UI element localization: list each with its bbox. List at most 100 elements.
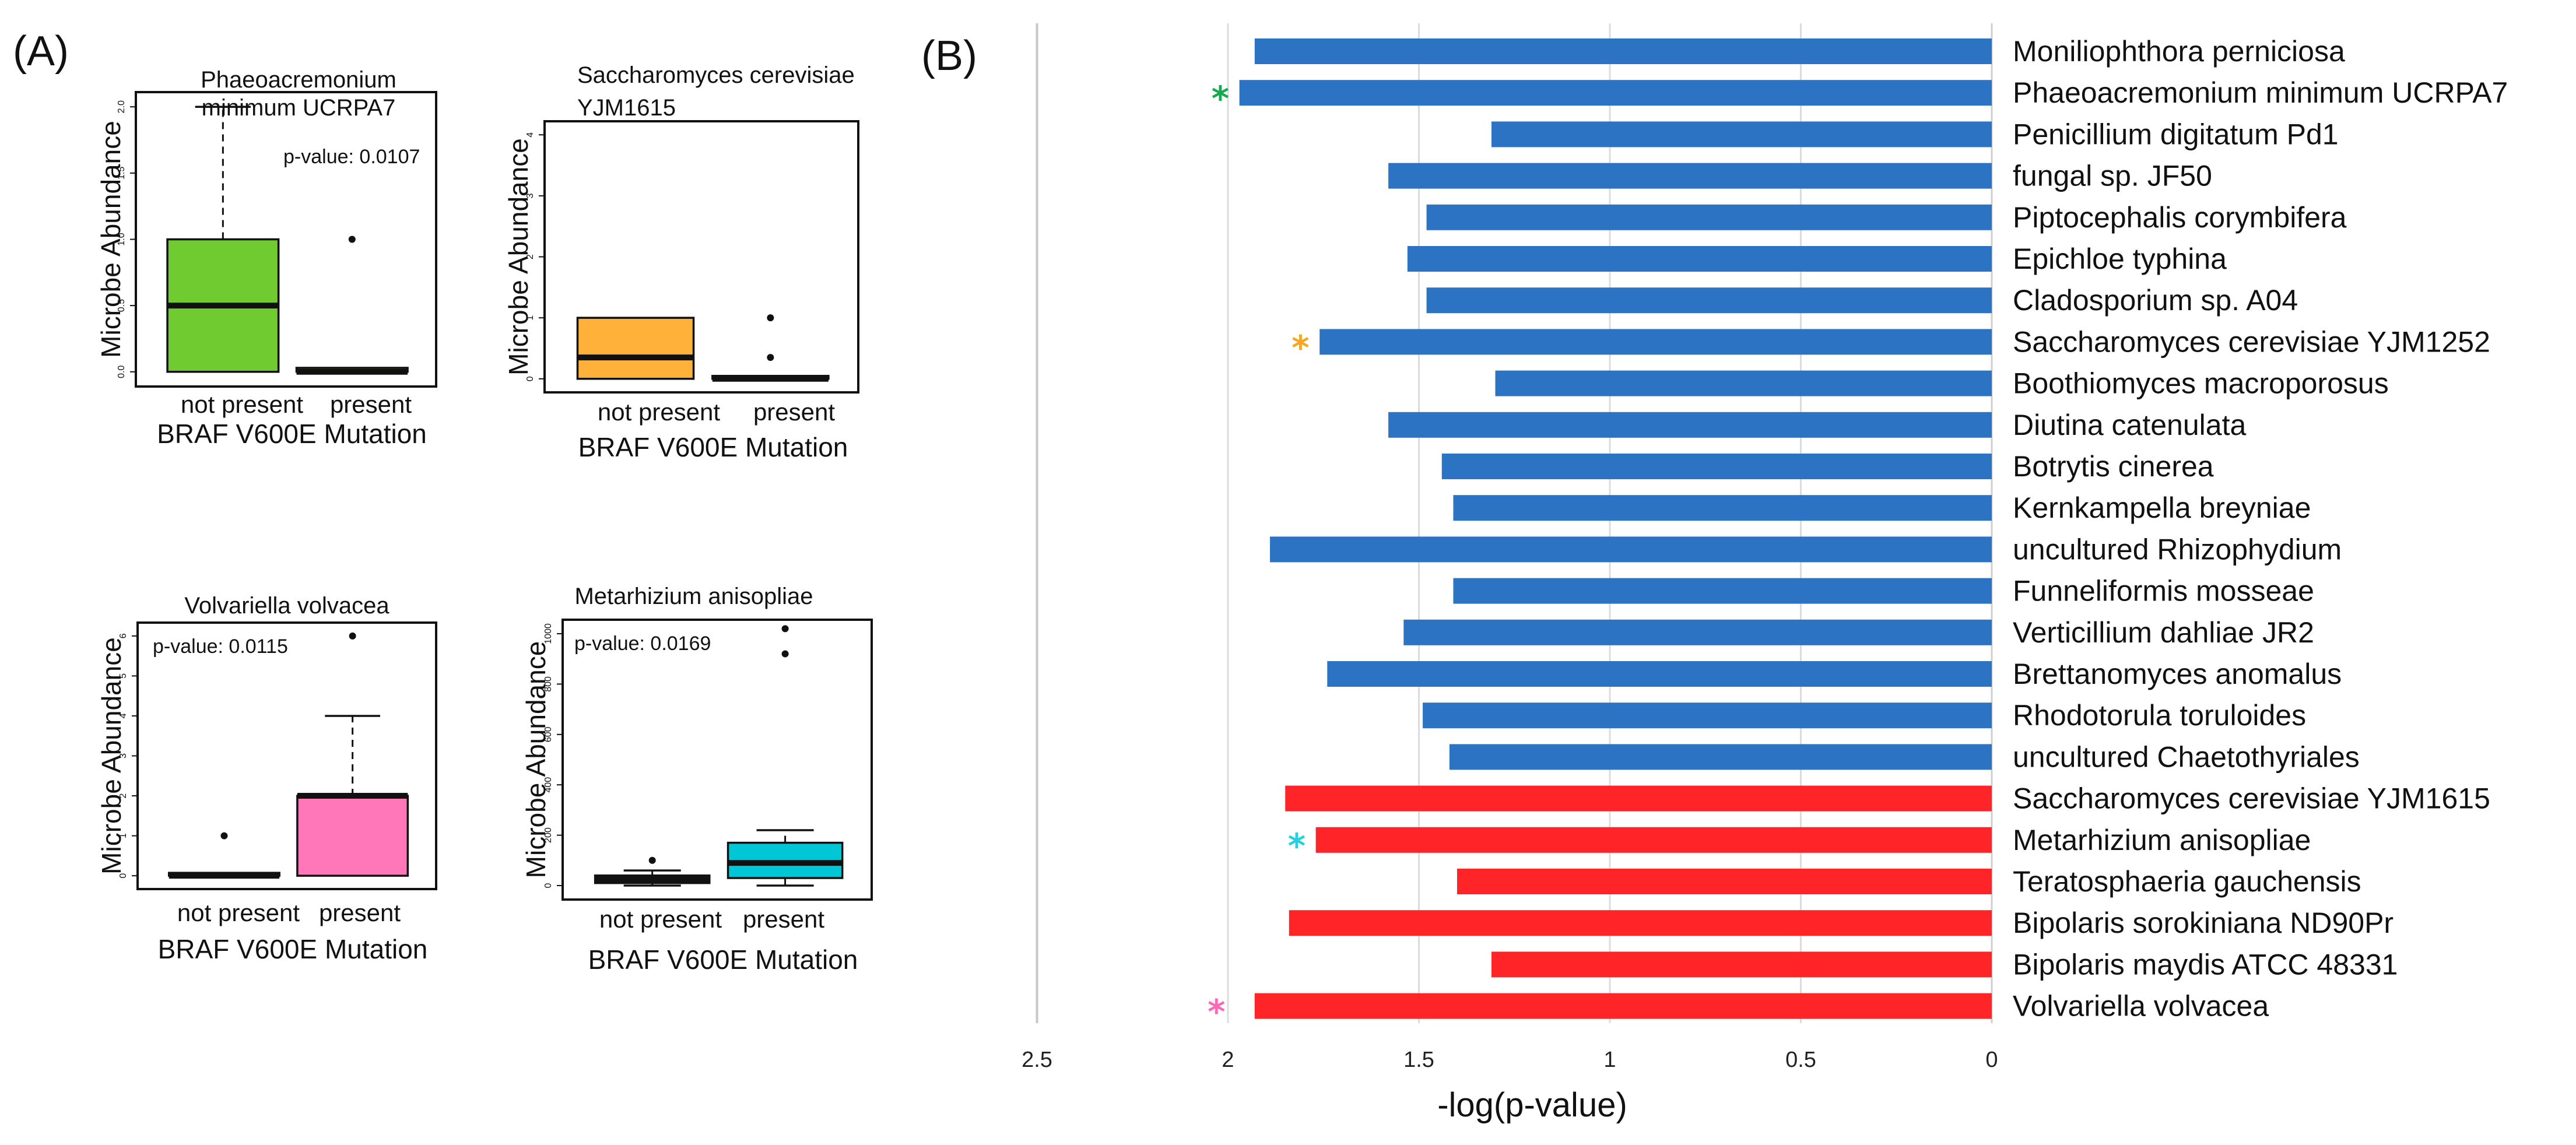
- x-tick-label: 2.5: [1022, 1048, 1052, 1072]
- bar-category-label: Rhodotorula toruloides: [2013, 699, 2306, 732]
- y-tick-label: 2: [118, 793, 128, 799]
- p-value-label: p-value: 0.0115: [153, 635, 288, 658]
- bar-category-label: Epichloe typhina: [2013, 243, 2227, 275]
- bar: [1254, 38, 1992, 64]
- outlier-point: [349, 632, 356, 640]
- bar-category-label: uncultured Rhizophydium: [2013, 533, 2342, 566]
- bar: [1449, 744, 1992, 770]
- bar: [1403, 619, 1992, 645]
- x-tick-label: 2: [1222, 1048, 1234, 1072]
- bar-category-label: Saccharomyces cerevisiae YJM1615: [2013, 782, 2490, 815]
- bar-category-label: Phaeoacremonium minimum UCRPA7: [2013, 76, 2508, 109]
- bar-category-label: Boothiomyces macroporosus: [2013, 367, 2389, 400]
- y-tick-label: 1: [118, 833, 128, 838]
- bar: [1426, 287, 1992, 314]
- bar: [1285, 785, 1992, 812]
- y-axis-label: Microbe Abundance: [521, 641, 551, 879]
- y-tick-label: 400: [543, 777, 553, 793]
- x-axis-label: BRAF V600E Mutation: [588, 944, 858, 975]
- y-tick-label: 800: [543, 676, 553, 692]
- chart-title-line: Metarhizium anisopliae: [574, 584, 813, 609]
- y-tick-label: 600: [543, 726, 553, 742]
- bar: [1491, 121, 1992, 147]
- y-tick-label: 200: [543, 827, 553, 843]
- x-category-label: present: [753, 398, 835, 426]
- bar: [1457, 869, 1992, 894]
- outlier-point: [348, 236, 356, 243]
- x-tick-label: 1.5: [1403, 1048, 1434, 1072]
- y-tick-label: 2: [525, 254, 535, 259]
- bar: [1407, 246, 1992, 272]
- x-axis-label: BRAF V600E Mutation: [158, 934, 428, 964]
- y-axis-label: Microbe Abundance: [96, 637, 127, 874]
- chart-title-line: Saccharomyces cerevisiae: [577, 62, 855, 88]
- outlier-point: [648, 856, 656, 864]
- y-tick-label: 6: [118, 633, 128, 638]
- chart-title-line: YJM1615: [577, 95, 676, 121]
- x-category-label: present: [330, 391, 412, 418]
- bar: [1495, 370, 1992, 396]
- bar: [1441, 454, 1992, 479]
- bar-category-label: Saccharomyces cerevisiae YJM1252: [2013, 325, 2490, 358]
- boxplot-metarhizium: Metarhizium anisopliae p-value: 0.0169 Mic…: [521, 584, 873, 975]
- x-tick-label: 0.5: [1785, 1048, 1816, 1072]
- significance-star: *: [1291, 328, 1309, 367]
- y-tick-label: 3: [118, 753, 128, 758]
- y-tick-label: 1000: [543, 623, 553, 644]
- bar: [1319, 329, 1992, 355]
- y-axis-label: Microbe Abundance: [96, 121, 126, 358]
- y-tick-label: 1.5: [117, 167, 127, 180]
- y-tick-label: 0.0: [117, 366, 127, 378]
- y-tick-label: 0.5: [117, 299, 127, 312]
- outlier-point: [767, 314, 774, 322]
- x-tick-label: 1: [1603, 1048, 1616, 1072]
- y-tick-label: 4: [118, 713, 128, 718]
- bar-category-label: Piptocephalis corymbifera: [2013, 201, 2347, 234]
- box-iqr: [296, 795, 409, 877]
- bar: [1289, 910, 1992, 936]
- bar-category-label: Penicillium digitatum Pd1: [2013, 118, 2339, 150]
- bar: [1254, 993, 1992, 1019]
- bar: [1453, 495, 1992, 521]
- p-value-label: p-value: 0.0169: [574, 633, 711, 655]
- panel-b-label: (B): [921, 33, 977, 79]
- bar-category-label: Metarhizium anisopliae: [2013, 824, 2311, 856]
- y-tick-label: 5: [118, 673, 128, 679]
- bar-category-label: Volvariella volvacea: [2013, 990, 2269, 1023]
- bar: [1388, 163, 1992, 189]
- box-iqr: [576, 317, 695, 380]
- y-tick-label: 0: [525, 376, 535, 381]
- significance-star: *: [1288, 826, 1305, 866]
- significance-star: *: [1208, 992, 1225, 1032]
- y-tick-label: 4: [525, 132, 535, 138]
- bar-category-label: Teratosphaeria gauchensis: [2013, 865, 2361, 898]
- boxplot-saccharomyces-yjm1615: Saccharomyces cerevisiae YJM1615 Microbe A…: [503, 62, 859, 462]
- bar: [1423, 703, 1992, 729]
- plot-frame: [561, 619, 873, 901]
- x-tick-label: 0: [1985, 1048, 1998, 1072]
- x-category-label: not present: [177, 899, 300, 926]
- x-category-label: present: [743, 905, 824, 933]
- y-tick-label: 1: [525, 315, 535, 321]
- outlier-point: [781, 650, 789, 658]
- p-value-label: p-value: 0.0107: [283, 146, 420, 168]
- outlier-point: [767, 354, 774, 361]
- y-tick-label: 2.0: [117, 100, 127, 113]
- horizontal-bar-chart: Moniliophthora perniciosa Phaeoacremonium…: [1022, 23, 2508, 1124]
- bar-category-label: Cladosporium sp. A04: [2013, 284, 2298, 317]
- y-tick-label: 0: [543, 883, 553, 888]
- bar-category-label: Kernkampella breyniae: [2013, 491, 2311, 524]
- bar-category-label: uncultured Chaetothyriales: [2013, 740, 2360, 773]
- bar-category-label: Bipolaris maydis ATCC 48331: [2013, 948, 2398, 981]
- bar: [1388, 412, 1992, 438]
- x-category-label: present: [319, 899, 401, 926]
- bar: [1426, 204, 1992, 230]
- x-axis-label: BRAF V600E Mutation: [157, 419, 427, 449]
- outlier-point: [220, 832, 228, 840]
- significance-star: *: [1212, 79, 1229, 118]
- bar-category-label: Verticillium dahliae JR2: [2013, 616, 2314, 649]
- bar: [1315, 827, 1992, 853]
- outlier-point: [781, 625, 789, 633]
- panel-a-label: (A): [13, 28, 69, 75]
